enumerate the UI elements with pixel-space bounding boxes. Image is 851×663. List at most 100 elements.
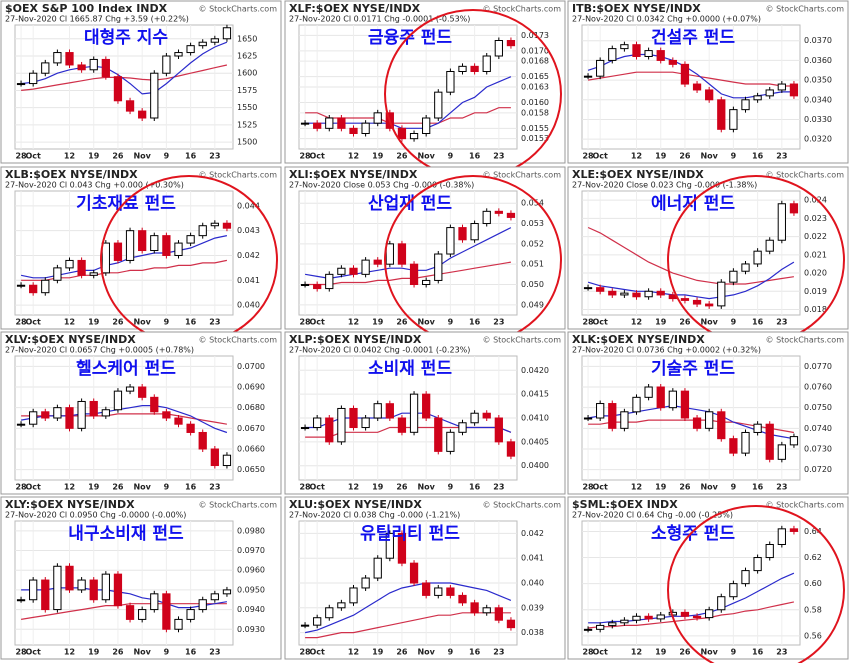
candle xyxy=(16,284,26,287)
x-tick-label: Oct xyxy=(309,648,325,657)
x-tick-label: 26 xyxy=(112,648,124,657)
candle xyxy=(53,565,62,611)
overlay-label: 기술주 펀드 xyxy=(651,359,735,379)
x-tick-label: 9 xyxy=(164,483,170,492)
candle xyxy=(325,417,334,443)
candle xyxy=(789,83,799,97)
candle xyxy=(777,528,786,545)
candle xyxy=(482,412,491,419)
chart-title: XLB:$OEX NYSE/INDX xyxy=(5,168,138,181)
candle xyxy=(620,411,629,429)
candle xyxy=(596,287,605,292)
candle xyxy=(765,89,774,97)
x-tick-label: 9 xyxy=(448,483,454,492)
y-tick-label: 0.042 xyxy=(237,251,260,260)
y-tick-label: 0.0370 xyxy=(804,36,832,45)
candle xyxy=(620,292,629,296)
candle xyxy=(596,59,605,77)
overlay-label: 헬스케어 펀드 xyxy=(76,359,176,379)
candle xyxy=(29,579,38,601)
x-tick-label: Nov xyxy=(133,318,151,327)
candle xyxy=(470,602,479,614)
candle xyxy=(717,281,726,307)
y-tick-label: 0.049 xyxy=(521,300,544,309)
x-tick-label: 19 xyxy=(88,318,100,327)
candle xyxy=(300,284,310,287)
y-tick-label: 0.041 xyxy=(237,276,260,285)
candle xyxy=(608,48,617,61)
candle xyxy=(385,243,394,265)
candle xyxy=(313,617,322,626)
source: © StockCharts.com xyxy=(483,171,562,180)
source: © StockCharts.com xyxy=(483,5,562,14)
moving-average xyxy=(21,603,227,620)
y-tick-label: 0.024 xyxy=(804,196,827,205)
candle xyxy=(162,235,171,256)
x-tick-label: 12 xyxy=(631,318,642,327)
candle xyxy=(680,611,690,617)
candle xyxy=(717,411,726,440)
candle xyxy=(506,212,516,218)
chart-title: XLF:$OEX NYSE/INDX xyxy=(289,2,421,15)
overlay-label: 대형주 지수 xyxy=(84,27,168,48)
candle xyxy=(644,50,653,57)
candle xyxy=(692,83,702,91)
source: © StockCharts.com xyxy=(483,336,562,345)
candle xyxy=(222,27,232,40)
candle xyxy=(198,431,207,450)
candle xyxy=(29,411,38,425)
source: © StockCharts.com xyxy=(483,501,562,510)
candle xyxy=(77,64,86,71)
candle xyxy=(41,62,50,74)
candle xyxy=(434,253,443,281)
candle xyxy=(692,299,702,305)
panel xyxy=(567,0,849,164)
candle xyxy=(470,223,479,241)
x-tick-label: 26 xyxy=(112,152,124,161)
candle xyxy=(65,259,74,269)
candle xyxy=(729,438,738,454)
candle xyxy=(494,40,503,57)
x-tick-label: 16 xyxy=(185,318,197,327)
x-tick-label: Nov xyxy=(700,648,718,657)
candle xyxy=(361,259,370,275)
y-tick-label: 0.020 xyxy=(804,269,827,278)
candle xyxy=(65,565,74,591)
candle xyxy=(325,607,334,619)
candle xyxy=(458,65,467,73)
x-tick-label: Oct xyxy=(592,648,608,657)
y-tick-label: 0.040 xyxy=(237,301,260,310)
overlay-label: 금융주 펀드 xyxy=(368,28,452,48)
x-tick-label: 23 xyxy=(209,318,220,327)
candle xyxy=(150,235,159,252)
x-tick-label: 19 xyxy=(655,152,667,161)
candle xyxy=(668,59,677,65)
y-tick-label: 0.0400 xyxy=(521,461,549,470)
x-tick-label: 28 xyxy=(15,152,27,161)
y-tick-label: 0.0770 xyxy=(804,362,832,371)
moving-average xyxy=(587,261,795,300)
x-tick-label: 19 xyxy=(372,318,384,327)
y-tick-label: 0.0320 xyxy=(804,135,832,144)
x-tick-label: 12 xyxy=(631,648,642,657)
candle xyxy=(198,599,207,611)
y-tick-label: 0.0155 xyxy=(521,124,549,133)
candle xyxy=(680,298,690,301)
y-tick-label: 0.0360 xyxy=(804,56,832,65)
x-tick-label: 12 xyxy=(348,483,359,492)
candle xyxy=(494,607,503,621)
candle xyxy=(632,44,641,57)
candle xyxy=(89,272,98,276)
candle xyxy=(186,45,195,54)
candle xyxy=(470,65,479,73)
candle xyxy=(174,618,183,630)
x-tick-label: 19 xyxy=(88,648,100,657)
y-tick-label: 0.0720 xyxy=(804,465,832,474)
candle xyxy=(397,417,407,433)
plot-area xyxy=(14,190,234,316)
x-tick-label: 23 xyxy=(493,318,504,327)
candle xyxy=(53,407,62,419)
x-tick-label: 12 xyxy=(64,648,75,657)
x-tick-label: Oct xyxy=(309,318,325,327)
candle xyxy=(16,599,26,602)
